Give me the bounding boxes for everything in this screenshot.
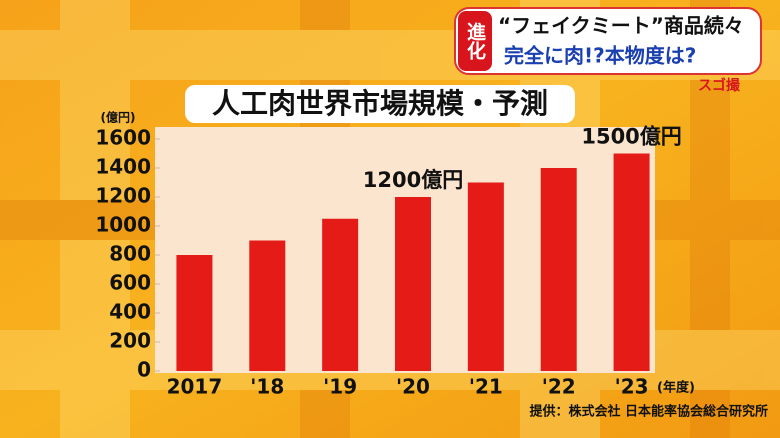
y-tick-label: 400 [109, 300, 151, 324]
y-tick-label: 800 [109, 242, 151, 266]
bar [540, 168, 577, 371]
y-tick-label: 200 [109, 329, 151, 353]
x-unit: (年度) [657, 380, 695, 396]
chart-title: 人工肉世界市場規模・予測 [212, 87, 548, 120]
bar [395, 197, 431, 371]
y-tick-label: 1400 [95, 155, 151, 179]
source: 提供：株式会社 日本能率協会総合研究所 [529, 404, 768, 420]
y-tick-label: 0 [137, 358, 151, 382]
bar [467, 182, 504, 371]
caption-line2: 完全に肉!?本物度は? [504, 44, 696, 68]
x-tick-label: '20 [396, 375, 430, 399]
bar [613, 153, 650, 371]
bar [176, 255, 213, 371]
logo: スゴ撮 [698, 77, 741, 94]
x-tick-label: '23 [615, 375, 649, 399]
title-box [185, 85, 575, 123]
caption-line1: “フェイクミート”商品続々 [498, 14, 744, 38]
x-tick-label: '21 [469, 375, 503, 399]
value-label: 1200億円 [363, 168, 463, 192]
caption-badge [458, 11, 492, 71]
y-tick-label: 1600 [95, 126, 151, 150]
x-tick-label: 2017 [167, 375, 223, 399]
bar [249, 240, 286, 371]
bar [322, 218, 359, 371]
x-tick-label: '18 [250, 375, 284, 399]
caption-badge-text: 進化 [464, 22, 486, 61]
x-tick-label: '22 [542, 375, 576, 399]
y-tick-label: 1000 [95, 213, 151, 237]
y-tick-label: 1200 [95, 184, 151, 208]
y-tick-label: 600 [109, 271, 151, 295]
caption-box [454, 7, 762, 75]
x-tick-label: '19 [323, 375, 357, 399]
y-unit: (億円) [101, 110, 136, 125]
value-label: 1500億円 [581, 125, 681, 149]
